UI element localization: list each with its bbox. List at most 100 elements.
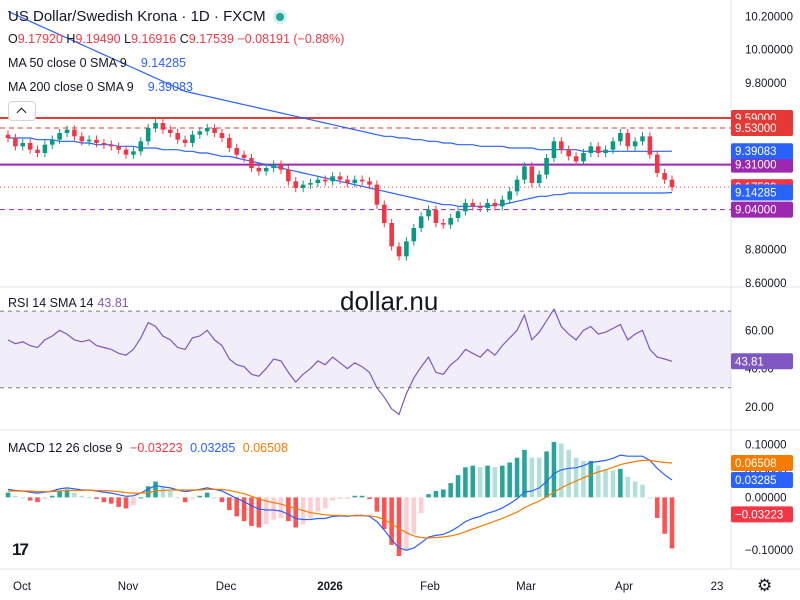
candle (241, 154, 247, 158)
macd-histogram-bar (669, 497, 675, 549)
gear-icon[interactable]: ⚙ (757, 576, 773, 595)
symbol-header[interactable]: US Dollar/Swedish Krona · 1D · FXCM (8, 8, 284, 25)
macd-histogram-bar (337, 497, 343, 499)
low-value: 9.16916 (131, 32, 177, 46)
macd-legend[interactable]: MACD 12 26 close 9 −0.03223 0.03285 0.06… (8, 441, 288, 455)
candle (42, 144, 48, 153)
macd-label: MACD 12 26 close 9 (8, 441, 123, 455)
macd-histogram-bar (647, 497, 653, 499)
candle (263, 168, 269, 172)
candle (278, 164, 284, 170)
macd-histogram-bar (485, 465, 490, 498)
candle (153, 123, 158, 128)
macd-tag: −0.03223 (735, 509, 783, 521)
ma50-legend[interactable]: MA 50 close 0 SMA 9 9.14285 (8, 56, 186, 70)
candle (573, 156, 579, 162)
candle (168, 129, 173, 133)
candle (595, 146, 601, 153)
macd-histogram-bar (448, 483, 453, 498)
price-tag: 9.39083 (735, 146, 777, 158)
macd-histogram-bar (603, 468, 608, 498)
rsi-legend[interactable]: RSI 14 SMA 14 43.81 (8, 296, 129, 310)
candle (234, 148, 239, 155)
candle (500, 199, 505, 207)
macd-histogram-bar (514, 457, 520, 498)
macd-histogram-bar (381, 497, 387, 530)
macd-histogram-bar (190, 497, 195, 499)
candle (581, 153, 586, 162)
candle (227, 138, 232, 148)
macd-histogram-bar (13, 495, 18, 498)
candle (322, 179, 328, 182)
candle (359, 179, 365, 182)
macd-histogram-bar (618, 468, 623, 498)
macd-histogram-bar (212, 497, 217, 499)
price-axis-label: 8.60000 (745, 278, 787, 290)
ma200-value: 9.39083 (147, 80, 193, 94)
macd-histogram-bar (640, 484, 645, 498)
macd-histogram-bar (581, 460, 586, 498)
rsi-label: RSI 14 SMA 14 (8, 296, 94, 310)
macd-histogram-bar (632, 481, 638, 498)
level-tag: 9.31000 (735, 160, 777, 172)
macd-tag-bg (731, 454, 793, 471)
candle (72, 129, 77, 137)
candle (27, 143, 33, 150)
macd-histogram-bar (109, 497, 114, 504)
candle (286, 169, 291, 182)
candle (618, 133, 623, 142)
tradingview-logo-icon[interactable]: 17 (12, 540, 29, 559)
candle (330, 176, 335, 182)
macd-hist-value: −0.03223 (130, 441, 183, 455)
candle (101, 143, 107, 145)
symbol-title: US Dollar/Swedish Krona · 1D · FXCM (8, 8, 266, 25)
macd-histogram-bar (359, 495, 365, 498)
macd-axis-label: −0.10000 (745, 545, 793, 557)
candle (477, 206, 483, 208)
macd-histogram-bar (168, 491, 173, 498)
macd-histogram-bar (536, 457, 542, 498)
candle (669, 179, 675, 188)
level-tag-bg (731, 120, 793, 136)
ma200-legend[interactable]: MA 200 close 0 SMA 9 9.39083 (8, 80, 193, 94)
candle (190, 134, 195, 143)
macd-histogram-bar (138, 497, 144, 499)
candle (79, 136, 85, 142)
change-value: −0.08191 (−0.88%) (237, 32, 345, 46)
candle (603, 149, 608, 153)
ma50-label: MA 50 close 0 SMA 9 (8, 56, 127, 70)
low-label: L (124, 32, 132, 46)
collapse-legend-button[interactable] (8, 101, 36, 121)
rsi-tag-bg (731, 353, 793, 370)
price-tag: 9.14285 (735, 188, 777, 200)
macd-histogram-bar (625, 476, 631, 498)
open-label: O (8, 32, 18, 46)
time-axis-label: 23 (711, 581, 724, 593)
time-axis-label: Dec (216, 581, 237, 593)
macd-tag: 0.06508 (735, 458, 777, 470)
macd-histogram-bar (219, 497, 225, 503)
candle (57, 133, 62, 140)
candle (109, 144, 114, 147)
candle (588, 146, 594, 153)
candle (647, 136, 653, 155)
candle (492, 203, 498, 207)
candle (426, 209, 431, 217)
macd-histogram-bar (197, 495, 203, 498)
macd-histogram-bar (286, 497, 291, 522)
macd-histogram-bar (470, 465, 476, 498)
macd-histogram-bar (522, 449, 527, 498)
candle (256, 168, 262, 172)
candle (204, 128, 210, 132)
macd-histogram-bar (367, 497, 372, 499)
macd-histogram-bar (308, 497, 313, 518)
macd-histogram-bar (322, 497, 328, 509)
macd-signal-line (8, 459, 673, 539)
candle (249, 158, 254, 168)
macd-histogram-bar (573, 457, 579, 498)
candle (507, 191, 512, 200)
candle (529, 166, 535, 183)
time-axis-label: Mar (516, 581, 536, 593)
time-axis-label: Feb (420, 581, 440, 593)
